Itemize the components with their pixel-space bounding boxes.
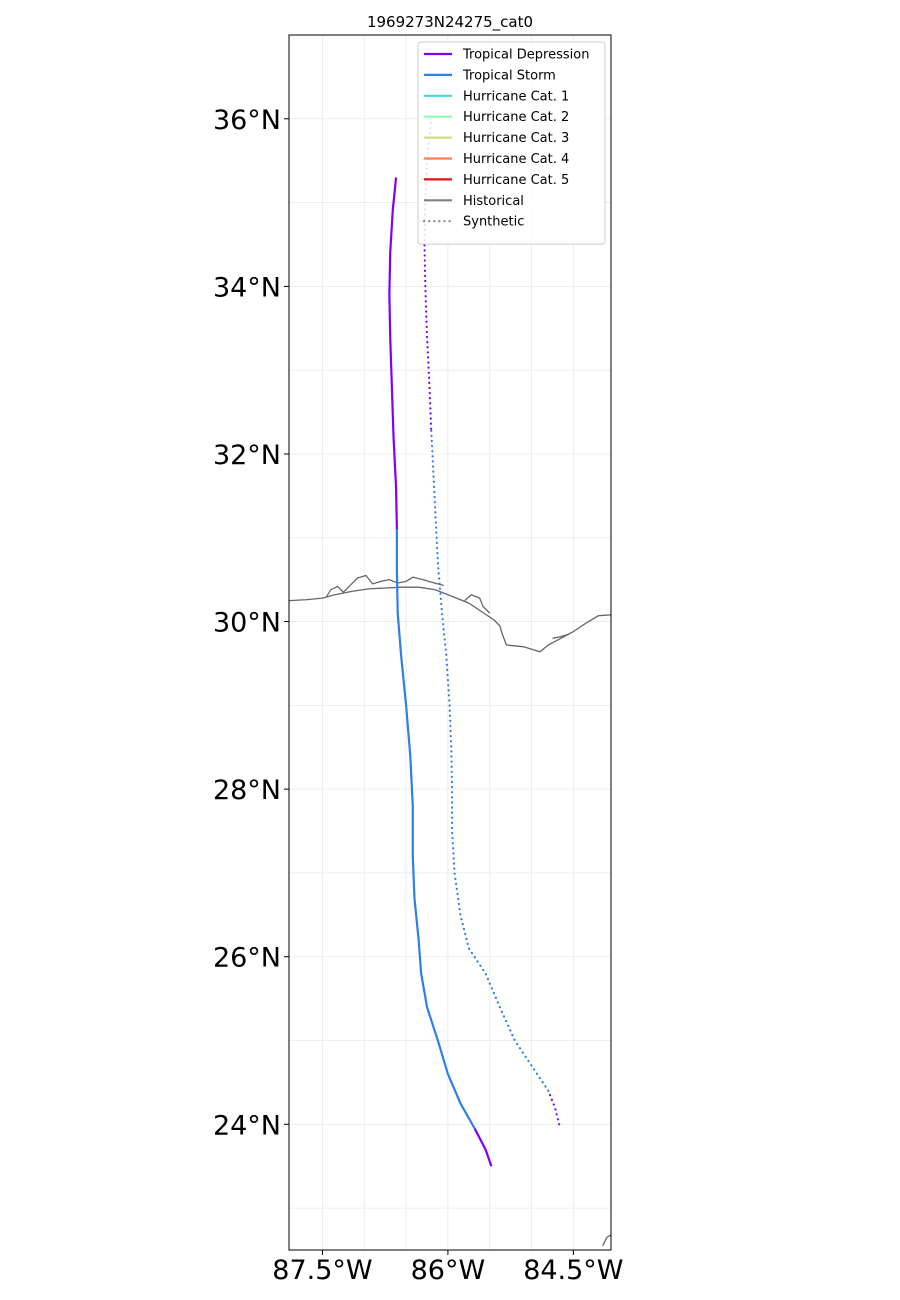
historical-track-segment <box>395 529 476 1130</box>
axis-ticks: 87.5°W 86°W 84.5°W 24°N 26°N 28°N 30°N 32°N 34°N… <box>213 105 624 1286</box>
coastline-segment <box>289 586 611 653</box>
historical-track-segment <box>473 1127 493 1167</box>
coastline-segment <box>552 633 570 639</box>
y-tick-label: 28°N <box>213 775 281 806</box>
y-tick-label: 34°N <box>213 272 281 303</box>
legend-label: Hurricane Cat. 3 <box>463 131 569 146</box>
coastline-segment <box>326 574 444 597</box>
legend-label: Hurricane Cat. 4 <box>463 152 569 167</box>
y-tick-label: 24°N <box>213 1110 281 1141</box>
storm-tracks <box>388 117 561 1167</box>
historical-track-segment <box>388 177 398 530</box>
y-tick-label: 32°N <box>213 440 281 471</box>
legend-label: Hurricane Cat. 1 <box>463 89 569 104</box>
x-tick-label: 86°W <box>411 1255 486 1286</box>
synthetic-track-segment <box>423 117 433 430</box>
coastline-segment <box>602 1234 611 1247</box>
legend-label: Hurricane Cat. 2 <box>463 110 569 125</box>
y-tick-label: 30°N <box>213 608 281 639</box>
legend-label: Tropical Depression <box>462 48 589 63</box>
legend-label: Historical <box>463 194 524 209</box>
synthetic-track-segment <box>547 1089 561 1126</box>
legend-label: Tropical Storm <box>462 68 556 83</box>
coastline <box>289 574 611 1247</box>
x-tick-label: 84.5°W <box>523 1255 623 1286</box>
y-tick-label: 36°N <box>213 105 281 136</box>
synthetic-track-segment <box>430 427 550 1092</box>
legend-label: Hurricane Cat. 5 <box>463 173 569 188</box>
chart-title: 1969273N24275_cat0 <box>367 13 533 32</box>
legend: Tropical Depression Tropical Storm Hurrica… <box>417 41 606 245</box>
legend-box <box>417 41 606 245</box>
map-frame <box>288 34 612 1251</box>
legend-label: Synthetic <box>463 215 524 230</box>
y-tick-label: 26°N <box>213 943 281 974</box>
coastline-segment <box>464 593 491 614</box>
x-tick-label: 87.5°W <box>272 1255 372 1286</box>
